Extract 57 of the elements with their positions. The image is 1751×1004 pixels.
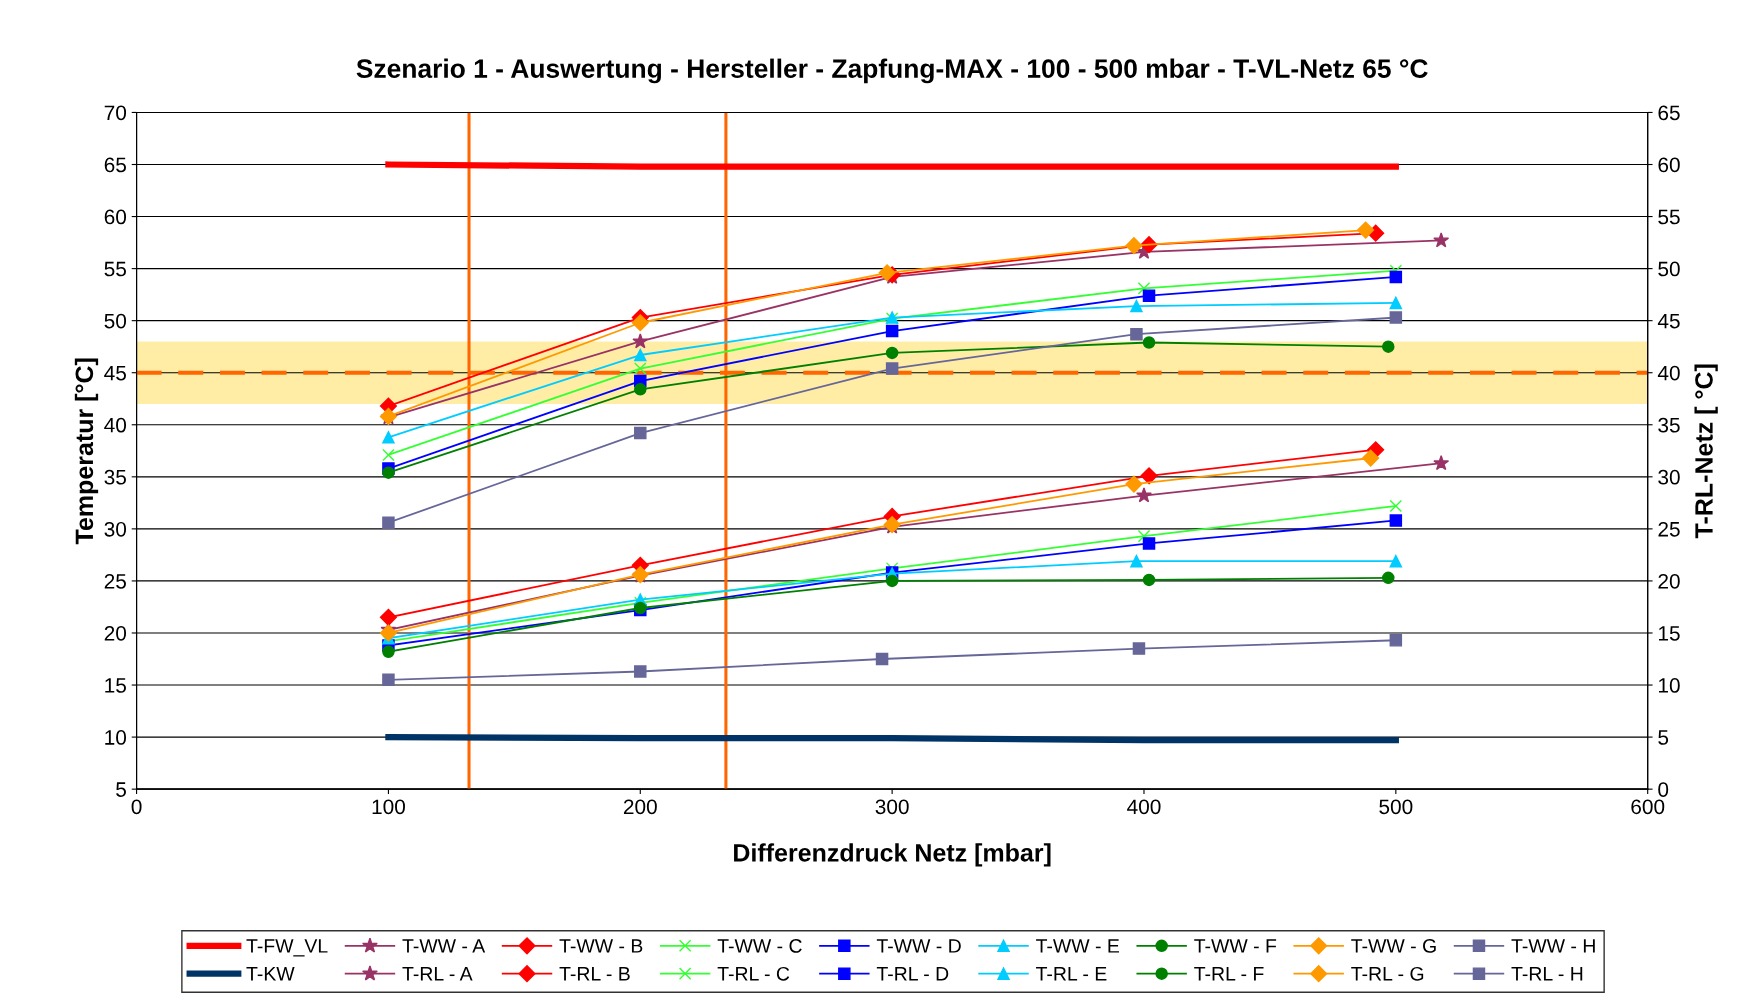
y-tick-label: 60 <box>104 209 127 225</box>
x-tick-label: 200 <box>623 799 657 815</box>
y-tick-label: 25 <box>104 573 126 589</box>
legend-label: T-RL - H <box>1511 967 1583 981</box>
y2-tick-label: 25 <box>1658 521 1680 537</box>
legend-label: T-WW - A <box>402 939 486 953</box>
legend-label: T-RL - A <box>402 967 473 981</box>
x-tick-label: 400 <box>1127 799 1161 815</box>
y2-tick-label: 10 <box>1659 678 1680 693</box>
y2-tick-label: 45 <box>1657 313 1680 329</box>
y2-tick-label: 50 <box>1658 261 1680 277</box>
y-tick-label: 70 <box>104 105 127 121</box>
legend-label: T-FW_VL <box>246 939 328 957</box>
x-tick-label: 0 <box>131 799 142 815</box>
x-tick-label: 300 <box>875 799 909 815</box>
y-tick-label: 40 <box>104 417 127 433</box>
y-tick-label: 15 <box>105 678 126 693</box>
legend-label: T-RL - C <box>717 966 790 981</box>
y2-tick-label: 30 <box>1658 469 1680 485</box>
legend-label: T-WW - H <box>1511 939 1595 953</box>
y-tick-label: 55 <box>104 261 126 277</box>
y-tick-label: 65 <box>104 157 126 173</box>
x-tick-label: 600 <box>1631 799 1665 815</box>
legend-label: T-WW - G <box>1351 939 1436 953</box>
y2-tick-label: 60 <box>1658 157 1680 173</box>
y-tick-label: 20 <box>104 625 127 641</box>
y2-tick-label: 20 <box>1658 573 1680 589</box>
legend-label: T-KW <box>246 967 295 981</box>
y-axis-title: Temperatur [°C] <box>74 358 99 545</box>
legend-label: T-RL - D <box>876 967 949 981</box>
chart-title: Szenario 1 - Auswertung - Hersteller - Zapfung-MAX - 100 - 500 mbar - T-VL-Netz 65 °C <box>356 58 1428 84</box>
legend-label: T-RL - F <box>1194 967 1264 981</box>
legend-label: T-WW - D <box>876 939 961 953</box>
y-tick-label: 5 <box>116 782 126 797</box>
y2-tick-label: 35 <box>1658 417 1680 433</box>
y2-tick-label: 15 <box>1659 626 1680 641</box>
legend-label: T-WW - B <box>559 939 643 953</box>
y2-axis-title: T-RL-Netz [ °C] <box>1694 364 1718 539</box>
y2-tick-label: 0 <box>1658 782 1669 797</box>
y2-tick-label: 55 <box>1658 209 1680 225</box>
x-tick-label: 100 <box>372 799 405 815</box>
y2-tick-label: 40 <box>1657 365 1680 381</box>
y-tick-label: 35 <box>104 469 126 485</box>
x-axis-title: Differenzdruck Netz [mbar] <box>734 843 1051 867</box>
legend-label: T-WW - C <box>717 939 802 953</box>
legend-label: T-RL - B <box>559 967 630 981</box>
y-tick-label: 45 <box>104 365 126 381</box>
legend-label: T-RL - G <box>1351 966 1424 981</box>
y-tick-label: 50 <box>104 313 127 329</box>
legend-label: T-RL - E <box>1036 967 1107 981</box>
y2-tick-label: 65 <box>1658 105 1680 121</box>
y2-tick-label: 5 <box>1658 730 1669 745</box>
x-tick-label: 500 <box>1379 799 1413 815</box>
y-tick-label: 10 <box>105 730 127 745</box>
legend-label: T-WW - F <box>1194 939 1277 953</box>
y-tick-label: 30 <box>104 521 127 537</box>
legend-label: T-WW - E <box>1036 939 1120 953</box>
